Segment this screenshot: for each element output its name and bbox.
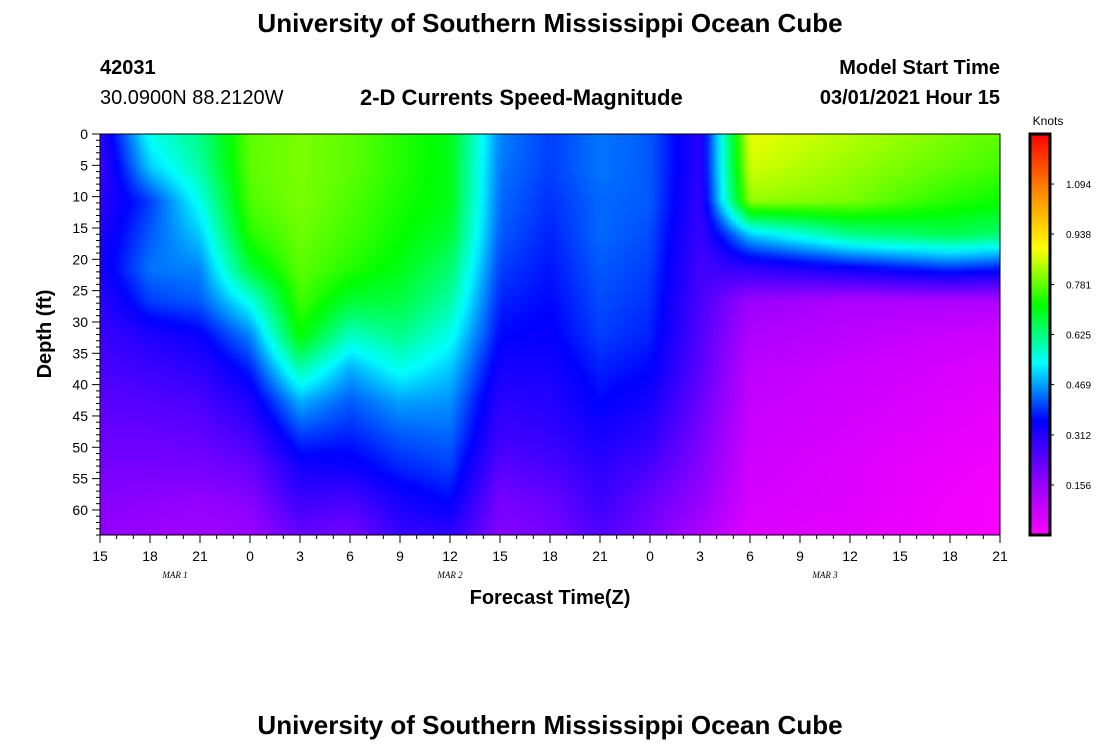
heatmap-raster [100, 134, 1000, 535]
x-tick-label: 3 [296, 548, 304, 564]
y-tick-label: 10 [72, 189, 88, 205]
colorbar [1028, 132, 1052, 537]
x-tick-label: 0 [246, 548, 254, 564]
x-tick-label: 18 [942, 548, 958, 564]
x-tick-label: 21 [592, 548, 608, 564]
y-tick-label: 60 [72, 502, 88, 518]
x-axis: 15 18 21 0 3 6 9 12 15 18 21 0 3 6 9 12 15 18 21 [92, 535, 1008, 564]
station-location: 30.0900N 88.2120W [100, 87, 284, 109]
x-tick-label: 21 [992, 548, 1008, 564]
x-tick-label: 9 [396, 548, 404, 564]
x-tick-label: 12 [842, 548, 858, 564]
x-tick-label: 15 [92, 548, 108, 564]
plot-title: 2-D Currents Speed-Magnitude [360, 85, 683, 110]
x-axis-label: Forecast Time(Z) [470, 587, 631, 609]
colorbar-unit: Knots [1033, 114, 1064, 128]
footer-title: University of Southern Mississippi Ocean… [257, 710, 843, 740]
y-tick-label: 55 [72, 471, 88, 487]
y-axis: 0 5 10 15 20 25 30 35 40 45 50 55 60 [72, 126, 100, 536]
x-tick-label: 6 [346, 548, 354, 564]
y-tick-label: 35 [72, 345, 88, 361]
x-tick-label: 3 [696, 548, 704, 564]
y-tick-label: 50 [72, 439, 88, 455]
colorbar-tick-label: 0.938 [1066, 230, 1091, 241]
colorbar-tick-label: 0.625 [1066, 331, 1091, 342]
y-tick-label: 40 [72, 377, 88, 393]
x-tick-label: 15 [492, 548, 508, 564]
x-tick-label: 9 [796, 548, 804, 564]
page-title: University of Southern Mississippi Ocean… [257, 8, 843, 38]
x-tick-label: 18 [542, 548, 558, 564]
x-tick-label: 15 [892, 548, 908, 564]
x-tick-label: 18 [142, 548, 158, 564]
y-axis-label: Depth (ft) [34, 290, 56, 379]
date-label: MAR 2 [436, 570, 463, 580]
colorbar-tick-label: 0.156 [1066, 481, 1091, 492]
y-tick-label: 45 [72, 408, 88, 424]
date-label: MAR 1 [161, 570, 187, 580]
x-tick-label: 0 [646, 548, 654, 564]
y-tick-label: 15 [72, 220, 88, 236]
colorbar-tick-label: 0.469 [1066, 381, 1091, 392]
model-start-label: Model Start Time [839, 57, 1000, 79]
station-id: 42031 [100, 57, 156, 79]
y-tick-label: 30 [72, 314, 88, 330]
colorbar-tick-label: 0.781 [1066, 280, 1091, 291]
y-tick-label: 5 [80, 157, 88, 173]
colorbar-tick-label: 1.094 [1066, 180, 1091, 191]
date-label: MAR 3 [811, 570, 838, 580]
colorbar-tick-label: 0.312 [1066, 431, 1091, 442]
y-tick-label: 20 [72, 251, 88, 267]
x-tick-label: 21 [192, 548, 208, 564]
x-tick-label: 6 [746, 548, 754, 564]
y-tick-label: 25 [72, 283, 88, 299]
model-start-value: 03/01/2021 Hour 15 [819, 87, 1000, 109]
colorbar-ticks: 1.094 0.938 0.781 0.625 0.469 0.312 0.156 [1050, 180, 1091, 492]
date-labels: MAR 1 MAR 2 MAR 3 [161, 570, 838, 580]
y-tick-label: 0 [80, 126, 88, 142]
x-tick-label: 12 [442, 548, 458, 564]
